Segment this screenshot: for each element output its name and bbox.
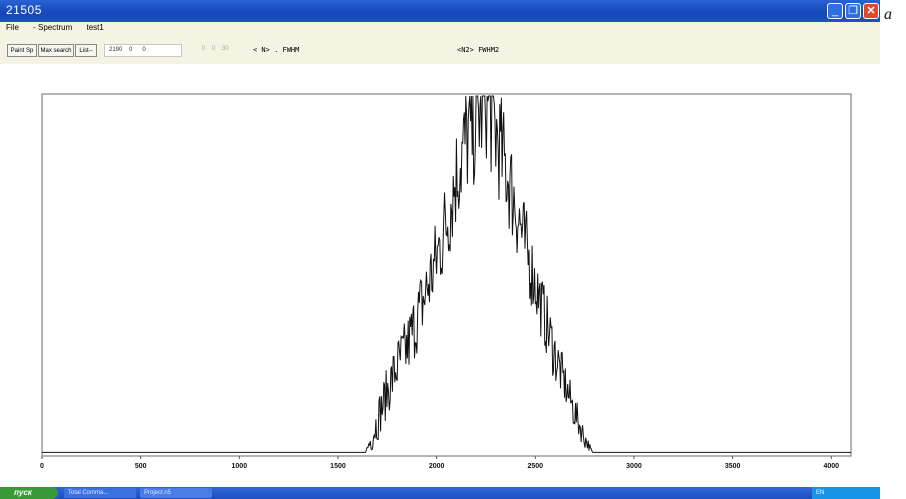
x-tick-label: 4000 bbox=[823, 463, 839, 470]
window-title: 21505 bbox=[6, 3, 42, 17]
paint-spectrum-button[interactable]: Paint Sp bbox=[7, 44, 37, 57]
toolbar: Paint Sp Max search List-- 2190 0 0 0 0 … bbox=[0, 34, 880, 65]
x-tick-label: 500 bbox=[135, 463, 147, 470]
max-search-button[interactable]: Max search bbox=[38, 44, 74, 57]
disabled-values: 0 0 30 bbox=[202, 46, 229, 52]
title-bar[interactable]: 21505 _ ❐ ✕ bbox=[0, 0, 880, 22]
taskbar: пуск Total Comma... Project.n5 EN bbox=[0, 487, 880, 499]
list-button[interactable]: List-- bbox=[75, 44, 97, 57]
x-tick-label: 3000 bbox=[626, 463, 642, 470]
plot-area: 0 500 1000 1500 2000 2500 3000 3500 4000 bbox=[0, 64, 880, 487]
n2-fwhm2-label: <N2> FWHM2 bbox=[457, 46, 500, 54]
parameters-input[interactable]: 2190 0 0 bbox=[104, 44, 182, 57]
close-button[interactable]: ✕ bbox=[863, 3, 879, 19]
menu-bar: File - Spectrum test1 bbox=[0, 22, 880, 34]
taskbar-item-project[interactable]: Project.n5 bbox=[140, 488, 212, 498]
x-tick-label: 1500 bbox=[330, 463, 346, 470]
plot-frame bbox=[41, 93, 852, 457]
x-tick-label: 1000 bbox=[232, 463, 248, 470]
spectrum-chart: 0 500 1000 1500 2000 2500 3000 3500 4000 bbox=[40, 93, 852, 470]
x-tick-label: 3500 bbox=[725, 463, 741, 470]
maximize-button[interactable]: ❐ bbox=[845, 3, 861, 19]
system-tray: EN bbox=[812, 487, 880, 499]
x-tick-label: 2500 bbox=[528, 463, 544, 470]
minimize-button[interactable]: _ bbox=[827, 3, 843, 19]
x-tick-label: 2000 bbox=[429, 463, 445, 470]
menu-file[interactable]: File bbox=[6, 23, 19, 32]
spectrum-series-line bbox=[42, 95, 851, 453]
app-window: 21505 _ ❐ ✕ File - Spectrum test1 Paint … bbox=[0, 0, 880, 499]
taskbar-item-total-commander[interactable]: Total Comma... bbox=[64, 488, 136, 498]
tray-language: EN bbox=[816, 490, 825, 496]
figure-panel-letter: a bbox=[884, 6, 892, 23]
menu-test1[interactable]: test1 bbox=[86, 23, 104, 32]
start-button[interactable]: пуск bbox=[0, 487, 58, 499]
menu-spectrum[interactable]: - Spectrum bbox=[33, 23, 73, 32]
n-fwhm-label: < N> . FWHM bbox=[253, 46, 300, 54]
x-tick-label: 0 bbox=[40, 463, 44, 470]
